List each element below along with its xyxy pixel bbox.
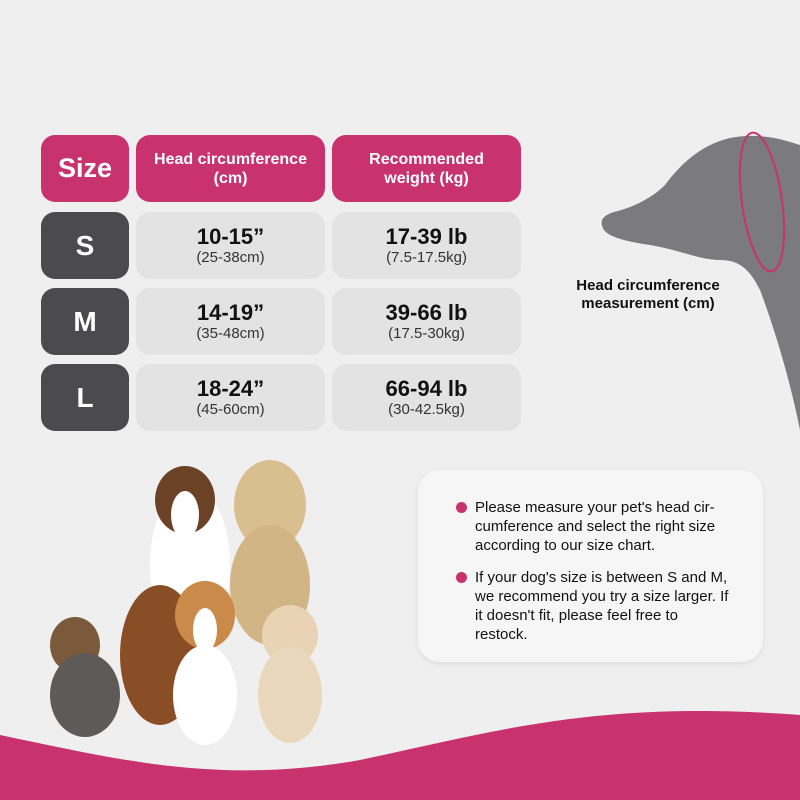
weight-l: 66-94 lb (30-42.5kg) <box>332 364 521 431</box>
bullet-icon <box>456 572 467 583</box>
head-s: 10-15” (25-38cm) <box>136 212 325 279</box>
size-m: M <box>41 288 129 355</box>
note-text: Please measure your pet's head cir- cumf… <box>475 499 716 554</box>
header-head-circumference: Head circumference (cm) <box>136 135 325 202</box>
note-text: If your dog's size is between S and M, w… <box>475 569 729 643</box>
weight-lb: 39-66 lb <box>385 299 468 325</box>
dogs-photo <box>50 460 322 745</box>
head-m: 14-19” (35-48cm) <box>136 288 325 355</box>
head-cm: (45-60cm) <box>196 400 265 418</box>
size-l: L <box>41 364 129 431</box>
dog-head-silhouette-icon <box>601 131 800 430</box>
weight-m: 39-66 lb (17.5-30kg) <box>332 288 521 355</box>
weight-lb: 17-39 lb <box>385 223 468 249</box>
head-cm: (25-38cm) <box>196 248 265 266</box>
weight-kg: (7.5-17.5kg) <box>386 248 467 266</box>
head-l: 18-24” (45-60cm) <box>136 364 325 431</box>
measurement-label: Head circumference measurement (cm) <box>576 277 720 312</box>
weight-lb: 66-94 lb <box>385 375 468 401</box>
head-inches: 10-15” <box>196 223 265 249</box>
size-s: S <box>41 212 129 279</box>
weight-kg: (17.5-30kg) <box>388 324 465 342</box>
bullet-icon <box>456 502 467 513</box>
head-inches: 18-24” <box>196 375 265 401</box>
instructions-card: Please measure your pet's head cir- cumf… <box>418 470 763 662</box>
weight-s: 17-39 lb (7.5-17.5kg) <box>332 212 521 279</box>
head-cm: (35-48cm) <box>196 324 265 342</box>
header-size: Size <box>41 135 129 202</box>
head-inches: 14-19” <box>196 299 265 325</box>
weight-kg: (30-42.5kg) <box>388 400 465 418</box>
pink-wave-decoration <box>0 711 800 800</box>
header-recommended-weight: Recommended weight (kg) <box>332 135 521 202</box>
note-item: Please measure your pet's head cir- cumf… <box>456 498 715 555</box>
note-item: If your dog's size is between S and M, w… <box>456 568 728 644</box>
